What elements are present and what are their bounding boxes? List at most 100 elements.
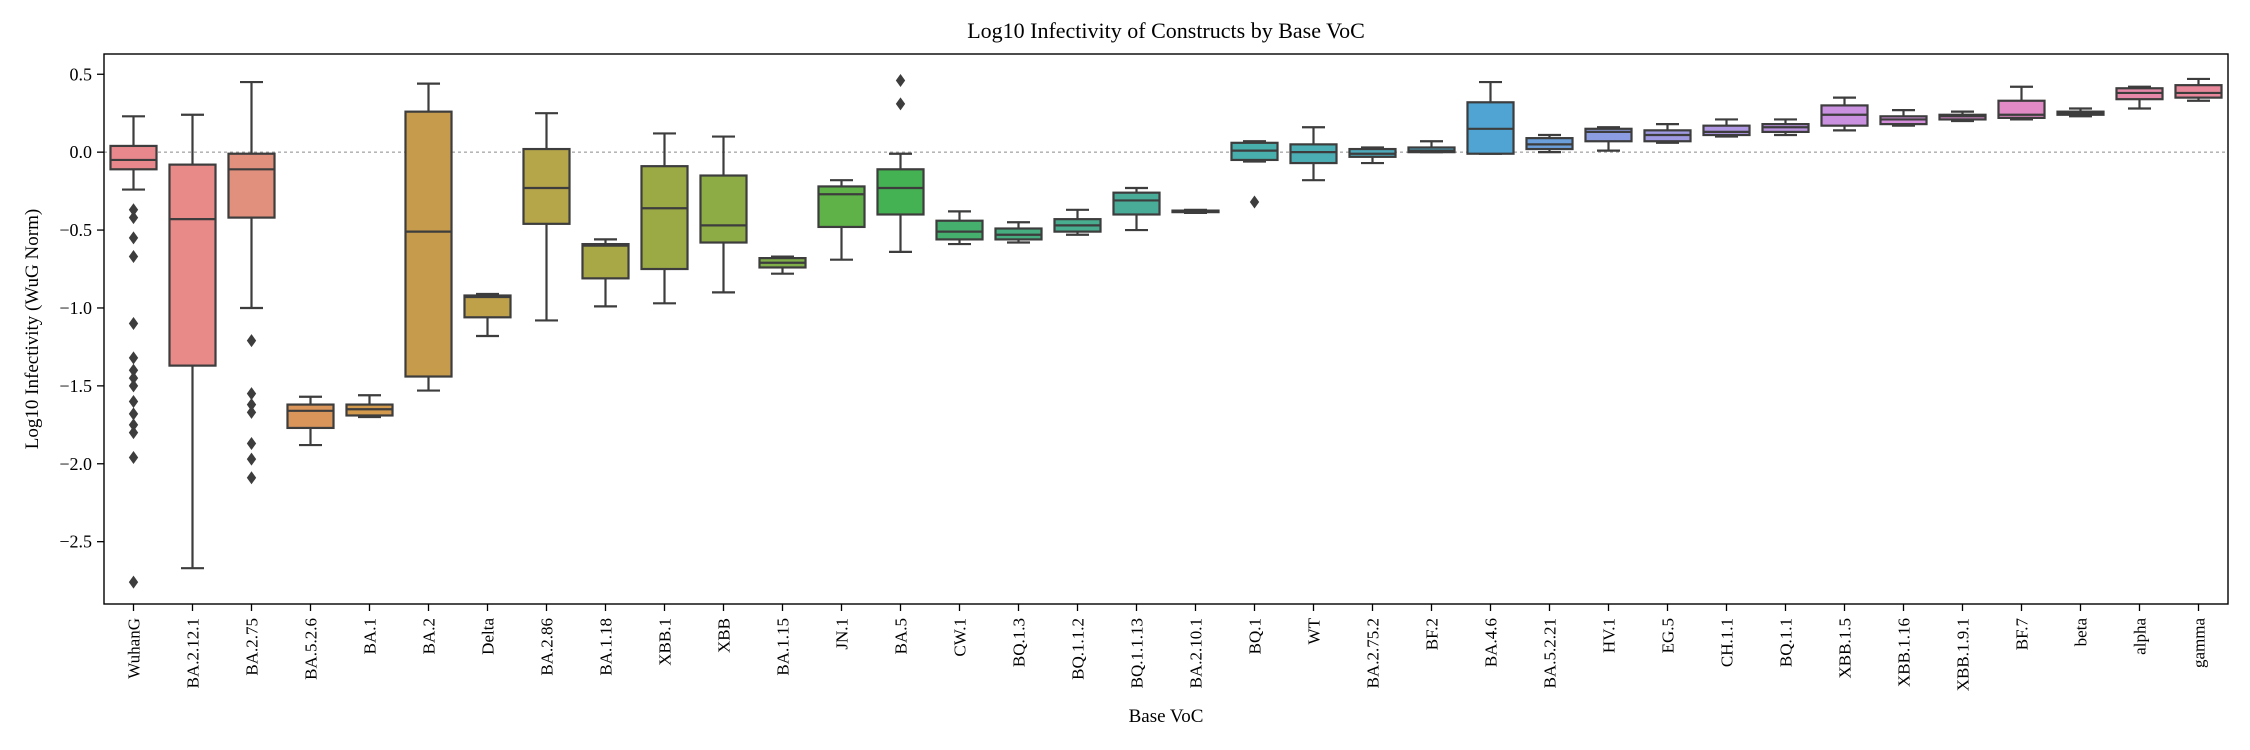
outlier-point xyxy=(246,405,257,419)
box-BQ.1.1.2 xyxy=(1053,208,1102,236)
outlier-point xyxy=(128,407,139,421)
box-BA.2 xyxy=(404,82,453,392)
box-body xyxy=(404,110,453,378)
box-XBB.1.9.1 xyxy=(1938,110,1987,123)
x-tick-label: BA.1.18 xyxy=(597,618,616,676)
outlier-point xyxy=(246,471,257,485)
box-body xyxy=(1112,191,1161,216)
box-alpha xyxy=(2115,85,2164,110)
x-tick-label: BA.2.75.2 xyxy=(1364,618,1383,688)
outlier-point xyxy=(895,97,906,111)
x-tick-label: BQ.1.1.13 xyxy=(1128,618,1147,688)
box-BF.7 xyxy=(1997,85,2046,121)
box-XBB.1 xyxy=(640,132,689,305)
x-tick-label: BA.2.75 xyxy=(243,618,262,676)
x-tick-label: CH.1.1 xyxy=(1718,618,1737,667)
outlier-point xyxy=(128,418,139,432)
outlier-point xyxy=(246,387,257,401)
x-tick-label: JN.1 xyxy=(833,618,852,650)
box-BA.2.12.1 xyxy=(168,113,217,570)
outlier-point xyxy=(1249,195,1260,209)
box-BQ.1.1 xyxy=(1761,118,1810,137)
x-tick-label: XBB.1.16 xyxy=(1895,618,1914,687)
y-tick-label: −2.0 xyxy=(59,454,92,474)
box-BF.2 xyxy=(1407,140,1456,154)
x-tick-label: gamma xyxy=(2190,618,2209,668)
x-tick-label: BQ.1 xyxy=(1246,618,1265,654)
box-XBB.1.16 xyxy=(1879,108,1928,127)
x-tick-label: BA.1.15 xyxy=(774,618,793,676)
x-tick-label: XBB.1 xyxy=(656,618,675,666)
x-tick-label: HV.1 xyxy=(1600,618,1619,653)
box-JN.1 xyxy=(817,179,866,261)
outlier-point xyxy=(128,317,139,331)
x-tick-label: BF.2 xyxy=(1423,618,1442,650)
box-XBB.1.5 xyxy=(1820,96,1869,132)
outlier-point xyxy=(128,379,139,393)
y-tick-label: −1.0 xyxy=(59,298,92,318)
y-tick-label: 0.5 xyxy=(70,64,93,84)
box-body xyxy=(463,294,512,319)
box-Delta xyxy=(463,292,512,338)
box-body xyxy=(1584,127,1633,143)
outlier-point xyxy=(246,437,257,451)
box-XBB xyxy=(699,135,748,294)
outlier-point xyxy=(246,398,257,412)
box-CW.1 xyxy=(935,210,984,246)
box-EG.5 xyxy=(1643,123,1692,144)
box-body xyxy=(227,152,276,219)
outlier-point xyxy=(246,452,257,466)
box-body xyxy=(522,147,571,225)
box-BA.2.10.1 xyxy=(1171,208,1220,215)
outlier-point xyxy=(128,250,139,264)
x-tick-label: XBB.1.5 xyxy=(1836,618,1855,678)
x-tick-label: BA.5.2.6 xyxy=(302,618,321,680)
box-BA.1.15 xyxy=(758,255,807,275)
outlier-point xyxy=(128,371,139,385)
y-tick-label: −0.5 xyxy=(59,220,92,240)
outlier-point xyxy=(128,575,139,589)
y-tick-label: −1.5 xyxy=(59,376,92,396)
box-body xyxy=(935,219,984,241)
box-body xyxy=(1289,143,1338,165)
x-tick-label: XBB.1.9.1 xyxy=(1954,618,1973,691)
box-BA.5 xyxy=(876,73,925,253)
x-tick-label: BF.7 xyxy=(2013,618,2032,651)
x-tick-label: BA.1 xyxy=(361,618,380,654)
x-tick-label: BQ.1.1.2 xyxy=(1069,618,1088,680)
box-HV.1 xyxy=(1584,126,1633,152)
box-body xyxy=(699,174,748,244)
box-body xyxy=(1702,124,1751,137)
x-tick-label: BA.2.12.1 xyxy=(184,618,203,688)
x-tick-label: WT xyxy=(1305,617,1324,644)
box-body xyxy=(2174,84,2223,99)
box-BQ.1.3 xyxy=(994,221,1043,244)
box-body xyxy=(817,185,866,229)
box-body xyxy=(1997,99,2046,119)
y-tick-label: −2.5 xyxy=(59,532,92,552)
outlier-point xyxy=(128,426,139,440)
y-tick-label: 0.0 xyxy=(70,142,93,162)
x-tick-label: beta xyxy=(2072,618,2091,647)
outlier-point xyxy=(128,203,139,217)
box-body xyxy=(286,403,335,430)
x-tick-label: BA.5.2.21 xyxy=(1541,618,1560,688)
x-tick-label: BA.5 xyxy=(892,618,911,654)
box-BA.5.2.21 xyxy=(1525,133,1574,154)
box-BA.2.75 xyxy=(227,80,276,485)
x-tick-label: alpha xyxy=(2131,618,2150,655)
x-tick-label: CW.1 xyxy=(951,618,970,657)
box-WT xyxy=(1289,126,1338,182)
x-tick-label: WuhanG xyxy=(125,618,144,679)
x-tick-label: BA.4.6 xyxy=(1482,618,1501,667)
x-tick-label: BQ.1.1 xyxy=(1777,618,1796,667)
box-BA.1 xyxy=(345,394,394,419)
x-axis-label: Base VoC xyxy=(1129,706,1204,727)
box-gamma xyxy=(2174,77,2223,102)
x-tick-label: BA.2.86 xyxy=(538,618,557,676)
y-axis-label: Log10 Infectivity (WuG Norm) xyxy=(22,209,43,449)
box-BA.2.75.2 xyxy=(1348,146,1397,165)
box-body xyxy=(640,165,689,271)
box-body xyxy=(581,242,630,280)
